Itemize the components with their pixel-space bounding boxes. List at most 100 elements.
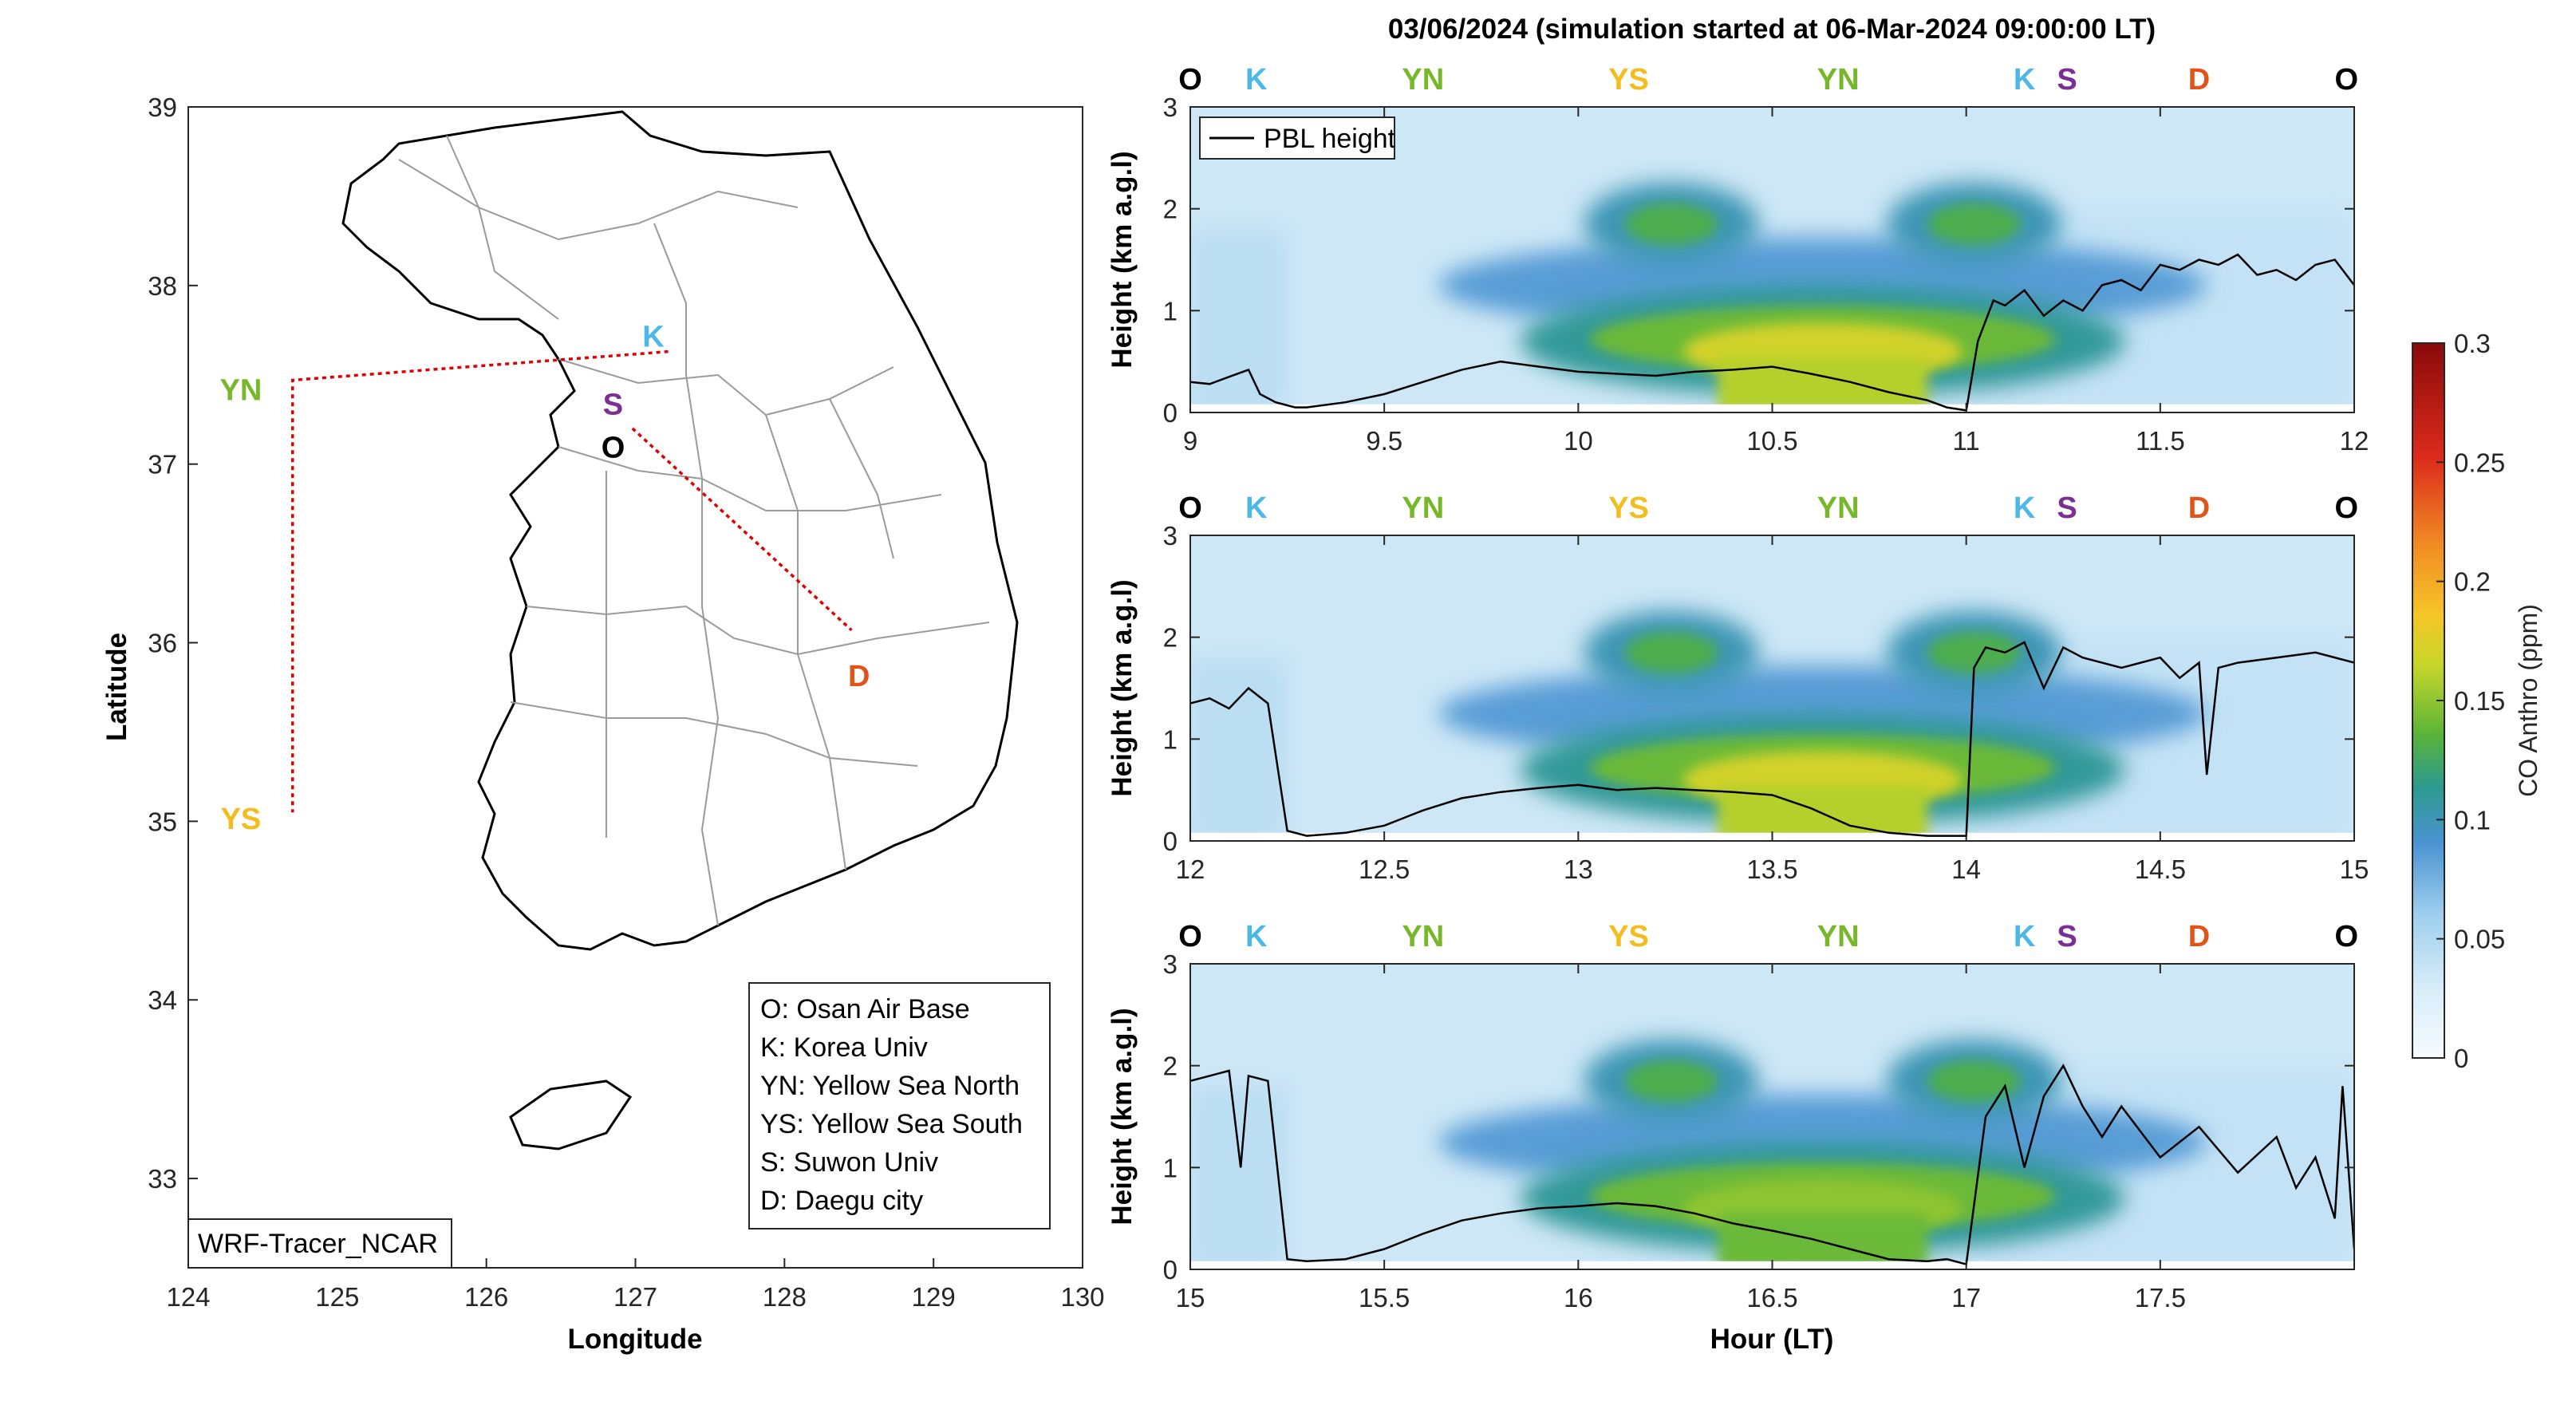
- map-site-s: S: [603, 389, 623, 422]
- panel-site-yn: YN: [1402, 491, 1444, 525]
- ytick-label: 2: [1163, 1052, 1178, 1081]
- map-site-o: O: [602, 431, 625, 464]
- panel-site-yn: YN: [1402, 920, 1444, 953]
- pbl-legend-label: PBL height: [1264, 124, 1396, 154]
- field-blob: [1190, 1086, 1288, 1269]
- panel-site-yn: YN: [1817, 63, 1860, 97]
- panel-site-k: K: [2014, 63, 2036, 97]
- map-ytick-label: 37: [148, 450, 177, 480]
- xtick-label: 12: [1176, 855, 1205, 884]
- panel-site-d: D: [2188, 491, 2210, 525]
- xtick-label: 9.5: [1366, 426, 1402, 456]
- colorbar-tick-label: 0.25: [2454, 448, 2505, 477]
- map-ytick-label: 34: [148, 985, 177, 1015]
- field-blob: [1624, 1060, 1718, 1102]
- colorbar-tick-label: 0.15: [2454, 686, 2505, 716]
- map-site-k: K: [642, 321, 665, 354]
- xtick-label: 16: [1564, 1283, 1593, 1312]
- xtick-label: 15: [2340, 855, 2369, 884]
- panel-site-k: K: [2014, 920, 2036, 953]
- panel-site-yn: YN: [1817, 491, 1860, 525]
- site-legend-entry: O: Osan Air Base: [760, 994, 970, 1024]
- map-xtick-label: 127: [613, 1282, 657, 1312]
- model-label: WRF-Tracer_NCAR: [198, 1229, 438, 1259]
- xtick-label: 17: [1951, 1283, 1981, 1312]
- colorbar-tick-label: 0.05: [2454, 925, 2505, 954]
- colorbar-label: CO Anthro (ppm): [2514, 604, 2542, 797]
- jeju-island: [509, 1079, 633, 1151]
- map-ytick-label: 35: [148, 807, 177, 836]
- hour-xlabel: Hour (LT): [1710, 1324, 1834, 1355]
- panel-site-o: O: [1178, 63, 1202, 97]
- field-blob: [1927, 203, 2021, 245]
- xtick-label: 10.5: [1746, 426, 1797, 456]
- colorbar-ticks: 0 0.05 0.1 0.15 0.2 0.25 0.3: [2436, 329, 2505, 1073]
- xtick-label: 14: [1951, 855, 1981, 884]
- map-xtick-label: 126: [464, 1282, 508, 1312]
- site-legend-entry: K: Korea Univ: [760, 1032, 928, 1063]
- korea-coastline: [341, 110, 1019, 951]
- panel-site-o: O: [1178, 920, 1202, 953]
- ytick-label: 0: [1163, 827, 1178, 856]
- map-ytick-label: 33: [148, 1164, 177, 1194]
- colorbar-tick-label: 0.2: [2454, 567, 2491, 597]
- route-lines: [291, 349, 853, 813]
- field-blob: [1927, 1060, 2021, 1102]
- map-xtick-label: 128: [763, 1282, 807, 1312]
- map-site-labels: O K YN YS S D: [220, 321, 870, 836]
- panel-site-k: K: [1245, 920, 1268, 953]
- panel-ylabel: Height (km a.g.l): [1107, 151, 1138, 368]
- xtick-label: 14.5: [2135, 855, 2186, 884]
- map-xlabel: Longitude: [567, 1324, 702, 1355]
- field-blob: [1718, 356, 1928, 412]
- flight-route-southeast: [631, 427, 853, 632]
- flight-route-west: [291, 349, 669, 813]
- map-ylabel: Latitude: [101, 633, 132, 741]
- map-xtick-label: 130: [1060, 1282, 1104, 1312]
- ytick-label: 3: [1163, 521, 1178, 551]
- xtick-label: 9: [1183, 426, 1197, 456]
- panel-site-k: K: [2014, 491, 2036, 525]
- field-blob: [1927, 631, 2021, 673]
- colorbar-tick-label: 0.1: [2454, 805, 2491, 835]
- xtick-label: 16.5: [1746, 1283, 1797, 1312]
- map-xtick-label: 129: [912, 1282, 956, 1312]
- ytick-label: 1: [1163, 296, 1178, 326]
- panel-ylabel: Height (km a.g.l): [1107, 579, 1138, 796]
- curtain-panel-3: 15 15.5 16 16.5 17 17.5 0 1 2 3 Height (km a.g.l) O…: [1107, 920, 2358, 1312]
- field-blob: [1624, 203, 1718, 245]
- xtick-label: 15.5: [1359, 1283, 1410, 1312]
- panel-site-o: O: [2334, 920, 2358, 953]
- ytick-label: 0: [1163, 1255, 1178, 1285]
- field-blob: [1624, 631, 1718, 673]
- map-ytick-label: 36: [148, 629, 177, 658]
- xtick-label: 17.5: [2135, 1283, 2186, 1312]
- panel-site-yn: YN: [1402, 63, 1444, 97]
- co-field: [1190, 107, 2354, 412]
- xtick-label: 13: [1564, 855, 1593, 884]
- panel-site-s: S: [2057, 920, 2077, 953]
- ytick-label: 3: [1163, 949, 1178, 979]
- ytick-label: 2: [1163, 195, 1178, 224]
- ytick-label: 1: [1163, 724, 1178, 754]
- panel-site-yn: YN: [1817, 920, 1860, 953]
- pbl-height-line: [1190, 253, 2354, 412]
- map-site-ys: YS: [221, 803, 262, 836]
- panel-site-s: S: [2057, 491, 2077, 525]
- panel-site-d: D: [2188, 63, 2210, 97]
- ytick-label: 3: [1163, 93, 1178, 122]
- xtick-label: 11.5: [2136, 426, 2185, 456]
- panel-site-ys: YS: [1608, 920, 1649, 953]
- colorbar-tick-label: 0.3: [2454, 329, 2491, 358]
- ytick-label: 2: [1163, 623, 1178, 653]
- map-ytick-label: 39: [148, 93, 177, 122]
- map-panel: 124 125 126 127 128 129 130 39 38 37 36 35 34 33 Lon…: [101, 93, 1105, 1355]
- panel-site-ys: YS: [1608, 63, 1649, 97]
- xtick-label: 12: [2340, 426, 2369, 456]
- province-boundaries: [398, 135, 990, 926]
- model-label-box: WRF-Tracer_NCAR: [187, 1218, 452, 1269]
- xtick-label: 15: [1176, 1283, 1205, 1312]
